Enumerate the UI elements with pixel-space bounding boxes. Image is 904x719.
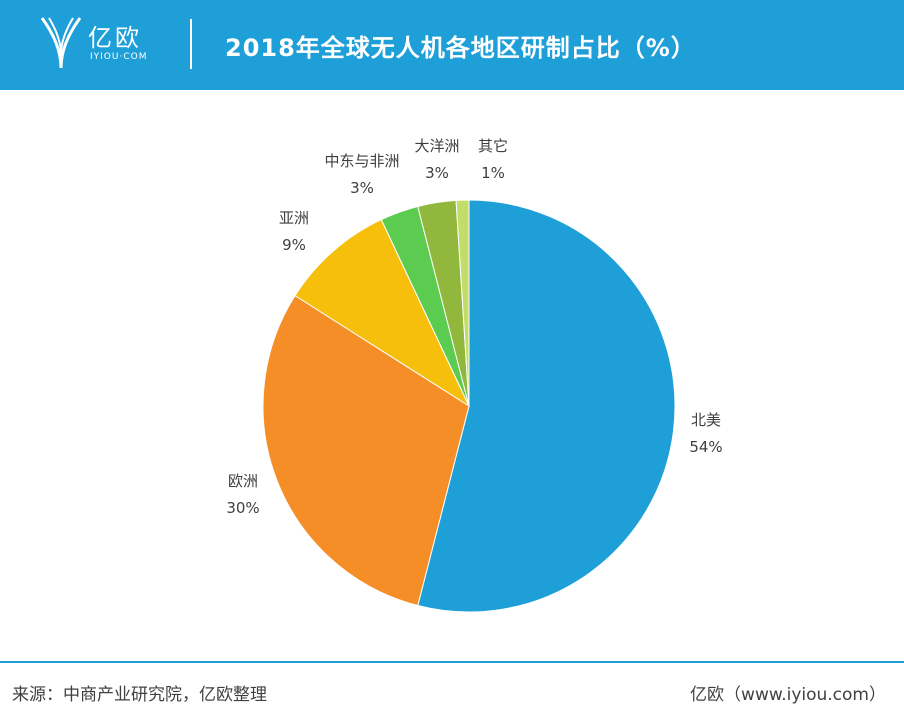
pie-slice <box>455 199 470 407</box>
slice-category-label: 其它 <box>478 137 508 155</box>
pie-slice <box>417 199 676 613</box>
slice-category-label: 北美 <box>691 411 721 429</box>
footer-divider <box>0 661 904 663</box>
slice-category-label: 中东与非洲 <box>324 152 399 170</box>
brand-name: 亿欧 <box>88 24 142 52</box>
header-divider <box>190 19 192 69</box>
iyiou-logo-icon <box>40 17 82 69</box>
header-bar: 亿欧 IYIOU·COM 2018年全球无人机各地区研制占比（%） <box>0 0 904 90</box>
slice-value-label: 9% <box>282 236 306 254</box>
chart-title: 2018年全球无人机各地区研制占比（%） <box>225 34 696 62</box>
pie-chart: 北美 54% 欧洲 30% 亚洲 9% 中东与非洲 3% 大洋洲 3% 其它 1% <box>226 137 723 613</box>
pie-slice <box>262 294 470 607</box>
site-credit: 亿欧（www.iyiou.com） <box>690 685 886 705</box>
pie-slice <box>294 218 471 408</box>
slice-value-label: 3% <box>425 164 449 182</box>
brand-domain: IYIOU·COM <box>90 52 148 62</box>
slice-category-label: 亚洲 <box>279 209 309 227</box>
source-note: 来源：中商产业研究院，亿欧整理 <box>12 685 267 705</box>
pie-labels: 北美 54% 欧洲 30% 亚洲 9% 中东与非洲 3% 大洋洲 3% 其它 1% <box>226 137 722 517</box>
slice-category-label: 大洋洲 <box>414 137 459 155</box>
slice-category-label: 欧洲 <box>228 472 258 490</box>
slice-value-label: 30% <box>226 499 259 517</box>
slice-value-label: 54% <box>689 438 722 456</box>
slice-value-label: 3% <box>350 179 374 197</box>
pie-slices <box>262 199 676 613</box>
slice-value-label: 1% <box>481 164 505 182</box>
